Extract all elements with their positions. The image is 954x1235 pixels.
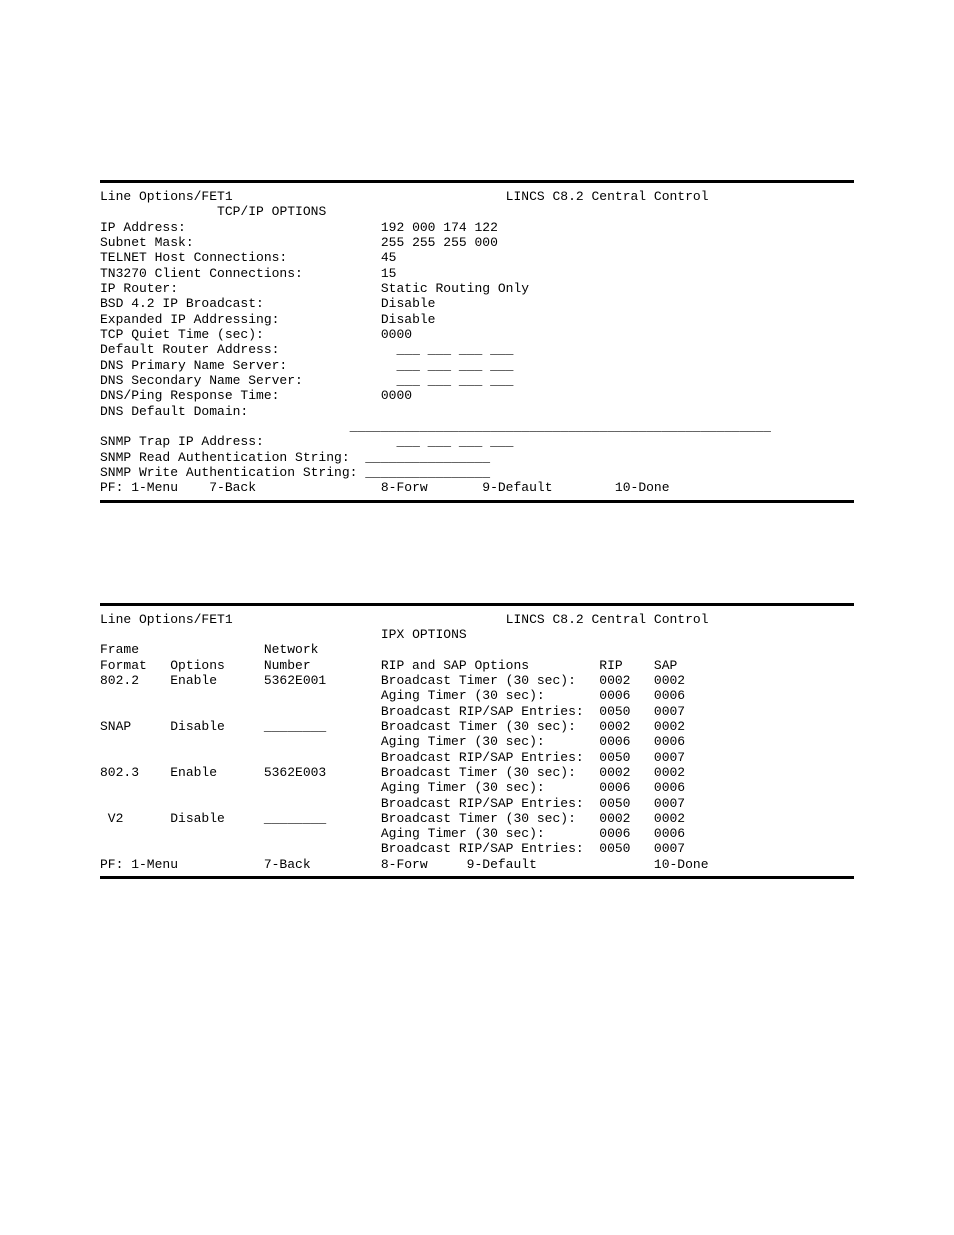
p1-pf-forw: 8-Forw	[381, 480, 428, 495]
p1-value-10: ___ ___ ___ ___	[396, 373, 513, 388]
p2-row-2-0: 802.3 Enable 5362E003 Broadcast Timer (3…	[100, 765, 685, 780]
p1-value-8: ___ ___ ___ ___	[396, 342, 513, 357]
p2-header1: Frame Network	[100, 642, 318, 657]
p2-row-0-2: Broadcast RIP/SAP Entries: 0050 0007	[100, 704, 685, 719]
p2-row-3-1: Aging Timer (30 sec): 0006 0006	[100, 826, 685, 841]
p1-domain-rule: ________________________________________…	[350, 419, 771, 434]
p1-value-2: 45	[381, 250, 397, 265]
p2-row-3-0: V2 Disable ________ Broadcast Timer (30 …	[100, 811, 685, 826]
p1b-value-1: ________________	[357, 450, 490, 465]
p1-label-9: DNS Primary Name Server:	[100, 358, 381, 373]
p2-row-0-0: 802.2 Enable 5362E001 Broadcast Timer (3…	[100, 673, 685, 688]
p1-label-0: IP Address:	[100, 220, 381, 235]
p1-label-10: DNS Secondary Name Server:	[100, 373, 381, 388]
p1-value-7: 0000	[381, 327, 412, 342]
p1-value-5: Disable	[381, 296, 436, 311]
p1-label-2: TELNET Host Connections:	[100, 250, 381, 265]
p2-row-1-2: Broadcast RIP/SAP Entries: 0050 0007	[100, 750, 685, 765]
p1-label-7: TCP Quiet Time (sec):	[100, 327, 381, 342]
p2-row-3-2: Broadcast RIP/SAP Entries: 0050 0007	[100, 841, 685, 856]
p2-row-0-1: Aging Timer (30 sec): 0006 0006	[100, 688, 685, 703]
p1b-label-1: SNMP Read Authentication String:	[100, 450, 357, 465]
panel1-title-left: Line Options/FET1	[100, 189, 233, 204]
p1-label-12: DNS Default Domain:	[100, 404, 381, 419]
p1-label-4: IP Router:	[100, 281, 381, 296]
panel2-title-left: Line Options/FET1	[100, 612, 233, 627]
p2-row-1-1: Aging Timer (30 sec): 0006 0006	[100, 734, 685, 749]
p1-label-6: Expanded IP Addressing:	[100, 312, 381, 327]
p1-value-3: 15	[381, 266, 397, 281]
p1b-label-2: SNMP Write Authentication String:	[100, 465, 357, 480]
p2-row-2-1: Aging Timer (30 sec): 0006 0006	[100, 780, 685, 795]
p1-value-6: Disable	[381, 312, 436, 327]
p1-label-1: Subnet Mask:	[100, 235, 381, 250]
panel2-subtitle: IPX OPTIONS	[381, 627, 467, 642]
p2-row-1-0: SNAP Disable ________ Broadcast Timer (3…	[100, 719, 685, 734]
p1-label-8: Default Router Address:	[100, 342, 381, 357]
p1-value-9: ___ ___ ___ ___	[396, 358, 513, 373]
p1-label-3: TN3270 Client Connections:	[100, 266, 381, 281]
p2-header2: Format Options Number RIP and SAP Option…	[100, 658, 677, 673]
p1-value-4: Static Routing Only	[381, 281, 529, 296]
panel1-subtitle: TCP/IP OPTIONS	[217, 204, 326, 219]
panel1-title-right: LINCS C8.2 Central Control	[506, 189, 709, 204]
ipx-options-panel: Line Options/FET1 LINCS C8.2 Central Con…	[100, 603, 854, 880]
p1-value-1: 255 255 255 000	[381, 235, 498, 250]
p1b-value-2: ________________	[357, 465, 490, 480]
p1-value-0: 192 000 174 122	[381, 220, 498, 235]
p1-pf-left: PF: 1-Menu 7-Back	[100, 480, 381, 495]
p1-pf-default: 9-Default	[482, 480, 552, 495]
panel2-title-right: LINCS C8.2 Central Control	[506, 612, 709, 627]
p1-pf-done: 10-Done	[615, 480, 670, 495]
p2-row-2-2: Broadcast RIP/SAP Entries: 0050 0007	[100, 796, 685, 811]
p2-pf: PF: 1-Menu 7-Back 8-Forw 9-Default 10-Do…	[100, 857, 709, 872]
tcpip-options-panel: Line Options/FET1 LINCS C8.2 Central Con…	[100, 180, 854, 503]
p1-label-11: DNS/Ping Response Time:	[100, 388, 381, 403]
p1-label-5: BSD 4.2 IP Broadcast:	[100, 296, 381, 311]
p1b-value-0: ___ ___ ___ ___	[396, 434, 513, 449]
p1b-label-0: SNMP Trap IP Address:	[100, 434, 381, 449]
p1-value-11: 0000	[381, 388, 412, 403]
